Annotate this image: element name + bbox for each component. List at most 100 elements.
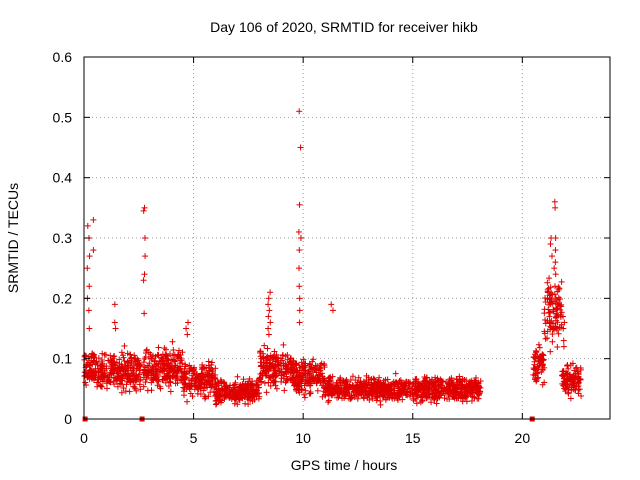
data-point <box>104 385 111 392</box>
data-point <box>162 355 169 362</box>
data-point <box>125 367 132 374</box>
data-point <box>90 358 97 365</box>
y-tick-label: 0.3 <box>53 230 73 246</box>
data-point <box>211 374 218 381</box>
data-point <box>558 278 565 285</box>
data-point <box>555 330 562 337</box>
data-point <box>112 325 119 332</box>
data-point <box>226 389 233 396</box>
data-point <box>84 265 91 272</box>
data-point <box>244 390 251 397</box>
data-point <box>548 253 555 260</box>
data-point <box>207 389 214 396</box>
data-point <box>137 386 144 393</box>
data-point <box>95 374 102 381</box>
data-point <box>296 283 303 290</box>
data-point <box>94 365 101 372</box>
data-point <box>113 370 120 377</box>
data-point <box>170 373 177 380</box>
data-point <box>548 235 555 241</box>
data-point <box>241 386 248 393</box>
data-point <box>108 359 115 366</box>
data-point <box>167 350 174 357</box>
data-point <box>182 371 189 378</box>
data-point <box>564 362 571 369</box>
data-point <box>141 271 148 278</box>
data-point <box>237 384 244 391</box>
data-point <box>120 371 127 378</box>
data-point <box>121 342 128 349</box>
data-point <box>154 382 161 389</box>
data-point <box>207 380 214 387</box>
data-point <box>186 368 193 375</box>
data-point <box>325 399 332 406</box>
data-point <box>549 338 556 345</box>
data-point <box>122 388 129 395</box>
data-point <box>174 370 181 377</box>
data-point <box>296 108 303 115</box>
data-point <box>116 380 123 387</box>
data-point <box>179 349 186 356</box>
data-point <box>143 371 150 378</box>
data-point <box>90 247 97 254</box>
data-point <box>552 204 559 211</box>
chart-title: Day 106 of 2020, SRMTID for receiver hik… <box>210 19 478 35</box>
data-point <box>141 310 148 317</box>
data-point <box>256 393 263 400</box>
data-point <box>199 365 206 372</box>
data-point <box>200 387 207 394</box>
data-point <box>251 391 258 398</box>
data-point <box>204 371 211 378</box>
y-tick-label: 0.2 <box>53 290 73 306</box>
y-tick-label: 0.5 <box>53 109 73 125</box>
x-tick-label: 0 <box>80 430 88 446</box>
data-point <box>105 378 112 385</box>
data-point <box>97 368 104 375</box>
data-point <box>124 358 131 365</box>
data-point <box>536 344 543 351</box>
data-point <box>167 379 174 386</box>
data-point <box>265 325 272 332</box>
data-point <box>218 397 225 404</box>
data-point <box>296 295 303 302</box>
data-point <box>184 398 191 405</box>
data-point <box>120 354 127 361</box>
data-point <box>265 295 272 302</box>
data-point <box>144 387 151 394</box>
data-point <box>142 253 149 260</box>
data-point <box>154 351 161 358</box>
data-point <box>121 357 128 364</box>
data-point <box>281 387 288 394</box>
data-point <box>117 375 124 382</box>
data-point <box>212 398 219 405</box>
data-point <box>265 301 272 308</box>
data-point <box>127 351 134 358</box>
data-point <box>171 357 178 364</box>
data-point <box>108 365 115 372</box>
data-point <box>111 319 118 326</box>
data-point <box>118 389 125 396</box>
data-point <box>170 347 177 354</box>
data-point <box>267 289 274 296</box>
data-point <box>184 331 191 338</box>
data-point <box>218 385 225 392</box>
data-point <box>120 385 127 392</box>
data-point <box>242 400 249 407</box>
data-point <box>542 335 549 342</box>
data-point <box>194 390 201 397</box>
data-point <box>266 307 273 314</box>
data-point <box>280 341 287 348</box>
data-point <box>95 355 102 362</box>
data-point <box>85 370 92 377</box>
data-point <box>234 373 241 380</box>
data-point <box>231 381 238 388</box>
data-point <box>552 259 559 266</box>
data-point <box>248 380 255 387</box>
data-point <box>133 366 140 373</box>
data-point <box>175 347 182 354</box>
data-point <box>180 384 187 391</box>
data-point <box>557 296 564 303</box>
data-point <box>208 359 215 366</box>
data-point <box>156 369 163 376</box>
data-point <box>141 366 148 373</box>
